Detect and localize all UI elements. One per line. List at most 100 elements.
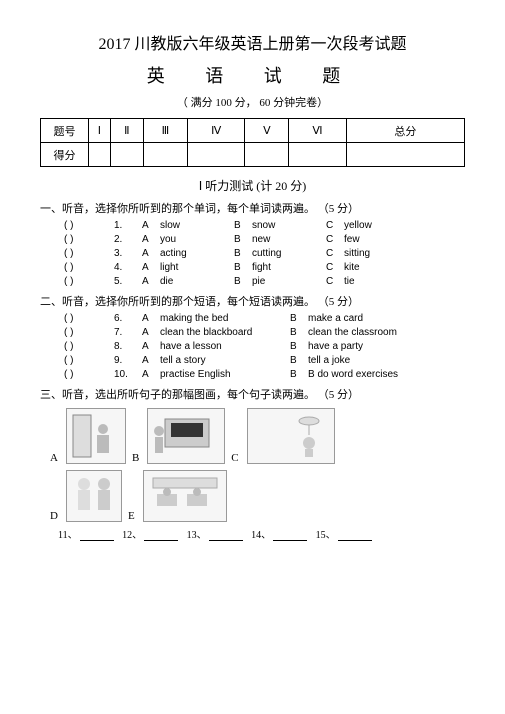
opt-a-val: tell a story — [160, 355, 290, 366]
blanks-row: 11、 12、 13、 14、 15、 — [58, 526, 465, 541]
q-num: 3. — [114, 248, 142, 259]
blank-line — [338, 540, 372, 541]
th-4: Ⅳ — [188, 119, 245, 143]
th-3: Ⅲ — [143, 119, 187, 143]
opt-a-letter: A — [142, 327, 160, 338]
img-label-c: C — [231, 452, 238, 464]
opt-c-val: sitting — [344, 248, 404, 259]
opt-b-val: tell a joke — [308, 355, 438, 366]
question-row: ( )1.AslowBsnowCyellow — [64, 220, 465, 231]
td-total — [346, 143, 464, 167]
question-row: ( )9.Atell a storyBtell a joke — [64, 355, 465, 366]
opt-b-letter: B — [234, 262, 252, 273]
opt-c-letter: C — [326, 248, 344, 259]
question-row: ( )8.Ahave a lessonBhave a party — [64, 341, 465, 352]
q-num: 6. — [114, 313, 142, 324]
th-total: 总分 — [346, 119, 464, 143]
opt-a-val: have a lesson — [160, 341, 290, 352]
opt-c-letter: C — [326, 234, 344, 245]
opt-b-letter: B — [234, 248, 252, 259]
q-num: 8. — [114, 341, 142, 352]
image-e — [143, 470, 227, 522]
question-row: ( )7.Aclean the blackboardBclean the cla… — [64, 327, 465, 338]
part2-title: 二、听音，选择你所听到的那个短语，每个短语读两遍。 （5 分） — [40, 293, 465, 309]
opt-a-val: you — [160, 234, 234, 245]
score-value-row: 得分 — [41, 143, 465, 167]
main-title: 2017 川教版六年级英语上册第一次段考试题 — [40, 30, 465, 54]
opt-a-letter: A — [142, 341, 160, 352]
opt-b-val: pie — [252, 276, 326, 287]
image-a — [66, 408, 126, 464]
opt-a-val: light — [160, 262, 234, 273]
blank-12: 12、 — [122, 530, 142, 541]
question-row: ( )3.AactingBcuttingCsitting — [64, 248, 465, 259]
paren: ( ) — [64, 262, 114, 273]
opt-b-val: have a party — [308, 341, 438, 352]
paren: ( ) — [64, 341, 114, 352]
q-num: 5. — [114, 276, 142, 287]
part3-title: 三、听音，选出所听句子的那幅图画，每个句子读两遍。 （5 分） — [40, 386, 465, 402]
q-num: 7. — [114, 327, 142, 338]
opt-b-letter: B — [290, 369, 308, 380]
opt-a-letter: A — [142, 262, 160, 273]
td-6 — [289, 143, 346, 167]
opt-b-letter: B — [234, 220, 252, 231]
image-d — [66, 470, 122, 522]
opt-b-val: snow — [252, 220, 326, 231]
blank-11: 11、 — [58, 530, 78, 541]
blank-line — [144, 540, 178, 541]
opt-b-val: cutting — [252, 248, 326, 259]
q-num: 1. — [114, 220, 142, 231]
opt-a-letter: A — [142, 355, 160, 366]
opt-b-val: fight — [252, 262, 326, 273]
td-label: 得分 — [41, 143, 89, 167]
opt-b-letter: B — [234, 276, 252, 287]
image-row-1: A B C — [50, 408, 465, 464]
opt-c-letter: C — [326, 220, 344, 231]
td-1 — [89, 143, 111, 167]
opt-c-letter: C — [326, 276, 344, 287]
opt-b-val: make a card — [308, 313, 438, 324]
question-row: ( )4.AlightBfightCkite — [64, 262, 465, 273]
q-num: 10. — [114, 369, 142, 380]
opt-a-letter: A — [142, 220, 160, 231]
paren: ( ) — [64, 234, 114, 245]
blank-line — [273, 540, 307, 541]
paren: ( ) — [64, 313, 114, 324]
q-num: 9. — [114, 355, 142, 366]
exam-info: （ 满分 100 分， 60 分钟完卷） — [40, 94, 465, 110]
opt-a-letter: A — [142, 248, 160, 259]
question-row: ( )10.Apractise EnglishBB do word exerci… — [64, 369, 465, 380]
opt-b-val: new — [252, 234, 326, 245]
img-label-a: A — [50, 452, 58, 464]
opt-a-val: acting — [160, 248, 234, 259]
img-label-d: D — [50, 510, 58, 522]
blank-15: 15、 — [316, 530, 336, 541]
question-row: ( )6.Amaking the bedBmake a card — [64, 313, 465, 324]
paren: ( ) — [64, 248, 114, 259]
score-header-row: 题号 Ⅰ Ⅱ Ⅲ Ⅳ Ⅴ Ⅵ 总分 — [41, 119, 465, 143]
opt-c-letter: C — [326, 262, 344, 273]
image-c — [247, 408, 335, 464]
opt-a-val: slow — [160, 220, 234, 231]
opt-a-val: making the bed — [160, 313, 290, 324]
th-6: Ⅵ — [289, 119, 346, 143]
score-table: 题号 Ⅰ Ⅱ Ⅲ Ⅳ Ⅴ Ⅵ 总分 得分 — [40, 118, 465, 167]
blank-13: 13、 — [187, 530, 207, 541]
paren: ( ) — [64, 369, 114, 380]
sub-title: 英 语 试 题 — [40, 62, 465, 88]
paren: ( ) — [64, 355, 114, 366]
opt-b-letter: B — [290, 341, 308, 352]
th-label: 题号 — [41, 119, 89, 143]
opt-a-val: practise English — [160, 369, 290, 380]
opt-a-letter: A — [142, 369, 160, 380]
opt-c-val: kite — [344, 262, 404, 273]
opt-b-val: clean the classroom — [308, 327, 438, 338]
th-1: Ⅰ — [89, 119, 111, 143]
part2-list: ( )6.Amaking the bedBmake a card( )7.Acl… — [40, 313, 465, 380]
paren: ( ) — [64, 327, 114, 338]
td-3 — [143, 143, 187, 167]
opt-b-letter: B — [290, 313, 308, 324]
opt-b-val: B do word exercises — [308, 369, 438, 380]
opt-a-letter: A — [142, 313, 160, 324]
